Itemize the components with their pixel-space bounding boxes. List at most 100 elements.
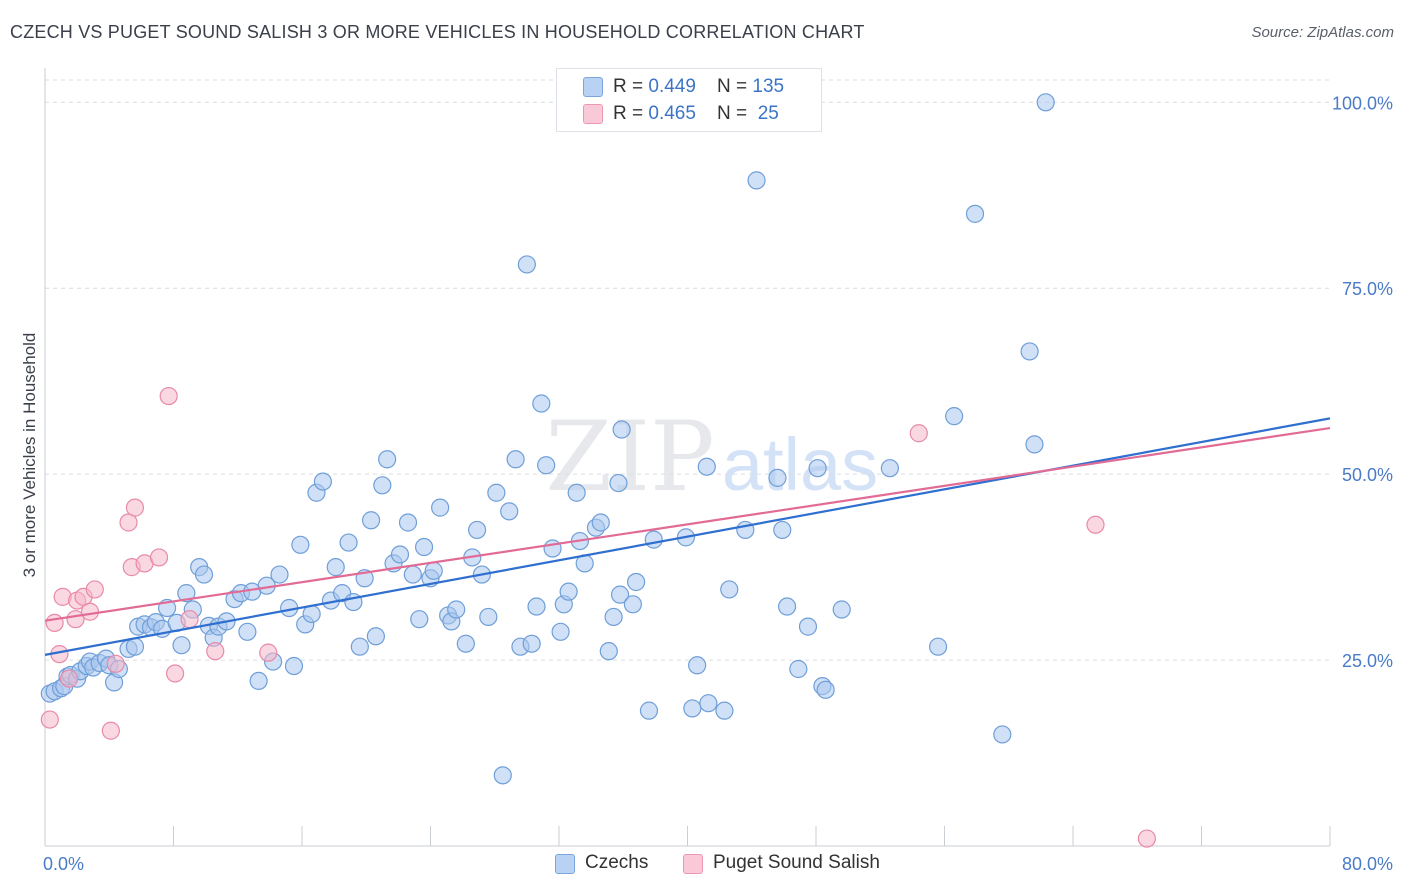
czechs-point bbox=[506, 450, 525, 469]
czechs-point bbox=[373, 476, 392, 495]
puget-point bbox=[85, 580, 104, 599]
czechs-point bbox=[378, 450, 397, 469]
bottom-legend-swatch-puget bbox=[683, 854, 703, 874]
czechs-point bbox=[500, 502, 519, 521]
czechs-point bbox=[720, 580, 739, 599]
czechs-point bbox=[350, 637, 369, 656]
puget-point bbox=[259, 643, 278, 662]
czechs-point bbox=[599, 642, 618, 661]
czechs-point bbox=[626, 572, 646, 592]
czechs-point bbox=[880, 459, 899, 478]
puget-point bbox=[59, 669, 79, 688]
czechs-point bbox=[768, 468, 787, 487]
puget-point bbox=[149, 548, 169, 567]
czechs-point bbox=[699, 694, 718, 713]
czechs-point bbox=[543, 539, 562, 558]
source-label: Source: ZipAtlas.com bbox=[1251, 24, 1394, 41]
puget-point bbox=[206, 642, 225, 661]
x-tick-label: 0.0% bbox=[43, 854, 84, 874]
czechs-point bbox=[522, 634, 541, 653]
czechs-point bbox=[431, 498, 450, 517]
legend-swatch-czechs bbox=[583, 77, 603, 97]
czechs-point bbox=[284, 656, 304, 676]
puget-point bbox=[180, 610, 199, 629]
czechs-point bbox=[551, 622, 570, 641]
czechs-point bbox=[291, 535, 310, 554]
y-axis-label: 3 or more Vehicles in Household bbox=[20, 332, 39, 578]
stats-legend: R = 0.449 N = 135 R = 0.465 N = 25 bbox=[556, 68, 822, 132]
czechs-point bbox=[302, 604, 321, 624]
czechs-point bbox=[339, 533, 358, 552]
czechs-trend-line bbox=[44, 417, 1331, 656]
czechs-point bbox=[194, 565, 214, 584]
czechs-point bbox=[456, 634, 475, 653]
czechs-point bbox=[715, 701, 734, 720]
czechs-point bbox=[1036, 93, 1055, 112]
czechs-point bbox=[798, 617, 818, 636]
czechs-point bbox=[777, 597, 797, 616]
czechs-point bbox=[747, 171, 766, 190]
czechs-point bbox=[270, 565, 289, 584]
puget-point bbox=[159, 386, 178, 406]
czechs-point bbox=[467, 520, 487, 540]
czechs-point bbox=[559, 582, 578, 601]
puget-point bbox=[40, 710, 59, 729]
bottom-legend-label-puget: Puget Sound Salish bbox=[713, 852, 880, 873]
czechs-point bbox=[688, 656, 707, 675]
puget-point bbox=[106, 654, 125, 673]
legend-n-value-czechs: 135 bbox=[752, 76, 785, 97]
czechs-point bbox=[965, 204, 985, 223]
puget-point bbox=[1086, 515, 1105, 534]
czechs-point bbox=[398, 513, 418, 532]
puget-point bbox=[125, 498, 145, 517]
bottom-legend-label-czechs: Czechs bbox=[585, 852, 649, 873]
czechs-point bbox=[493, 766, 512, 785]
czechs-point bbox=[773, 520, 792, 540]
czechs-point bbox=[639, 701, 659, 720]
czechs-point bbox=[591, 513, 610, 532]
czechs-point bbox=[403, 565, 422, 584]
czechs-point bbox=[313, 472, 332, 491]
czechs-point bbox=[928, 637, 948, 656]
czechs-point bbox=[567, 483, 586, 502]
legend-r-value-puget: 0.465 bbox=[648, 103, 696, 124]
czechs-point bbox=[238, 622, 257, 641]
y-tick-label: 75.0% bbox=[1342, 279, 1393, 299]
legend-swatch-puget bbox=[583, 104, 603, 124]
watermark-atlas: atlas bbox=[722, 423, 878, 506]
puget-point bbox=[80, 602, 100, 621]
puget-point bbox=[101, 721, 120, 740]
czechs-point bbox=[326, 558, 345, 577]
legend-r-value-czechs: 0.449 bbox=[648, 76, 696, 97]
czechs-point bbox=[1025, 435, 1044, 454]
legend-r-label: R = bbox=[613, 103, 649, 124]
czechs-point bbox=[1020, 342, 1039, 361]
czechs-point bbox=[697, 457, 716, 476]
y-tick-label: 25.0% bbox=[1342, 651, 1393, 671]
czechs-point bbox=[604, 607, 623, 627]
puget-point bbox=[45, 613, 64, 632]
czechs-point bbox=[527, 597, 546, 616]
legend-n-label: N = bbox=[717, 103, 753, 124]
puget-trend-line bbox=[44, 426, 1331, 622]
legend-n-value-puget: 25 bbox=[752, 103, 779, 124]
czechs-point bbox=[832, 600, 851, 619]
chart-title: CZECH VS PUGET SOUND SALISH 3 OR MORE VE… bbox=[10, 22, 865, 42]
legend-n-label: N = bbox=[717, 76, 753, 97]
y-tick-label: 100.0% bbox=[1332, 93, 1393, 113]
puget-point bbox=[1137, 829, 1156, 848]
czechs-point bbox=[789, 659, 808, 679]
czechs-point bbox=[177, 584, 196, 603]
czechs-point bbox=[532, 394, 551, 413]
czechs-point bbox=[361, 511, 381, 530]
czechs-point bbox=[410, 610, 429, 629]
czechs-point bbox=[993, 725, 1012, 744]
czechs-point bbox=[366, 627, 385, 646]
czechs-point bbox=[424, 561, 443, 580]
czechs-point bbox=[816, 680, 835, 699]
czechs-point bbox=[945, 407, 964, 426]
czechs-point bbox=[172, 636, 191, 655]
czechs-point bbox=[479, 607, 498, 627]
puget-point bbox=[909, 424, 928, 443]
